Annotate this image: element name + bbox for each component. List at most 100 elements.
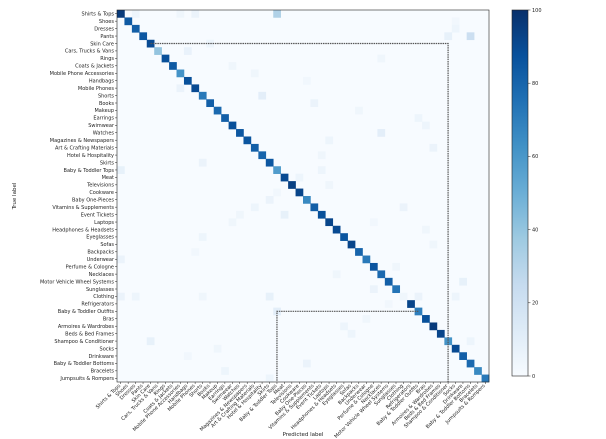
heatmap-cell: [198, 233, 207, 241]
y-tick-label: Headphones & Headsets: [52, 227, 114, 233]
heatmap-cell: [451, 17, 460, 26]
heatmap-cell: [139, 32, 148, 41]
heatmap-cell: [332, 225, 341, 234]
heatmap-cell: [117, 255, 125, 264]
heatmap-cell: [325, 136, 334, 145]
heatmap-cell: [347, 240, 356, 249]
y-tick-label: Drinkware: [88, 354, 114, 360]
y-tick-label: Shampoo & Conditioner: [54, 339, 115, 345]
heatmap-cell: [399, 203, 408, 212]
y-tick-label: Jumpsuits & Rompers: [59, 376, 114, 382]
heatmap-cell: [176, 10, 185, 18]
heatmap-cell: [347, 329, 356, 338]
heatmap-cell: [228, 121, 237, 130]
y-tick-label: Event Tickets: [81, 212, 115, 218]
heatmap-cell: [451, 344, 460, 353]
heatmap-cell: [288, 181, 296, 189]
heatmap-cell: [414, 307, 423, 316]
heatmap-cell: [183, 76, 192, 85]
heatmap-cell: [228, 218, 237, 227]
heatmap-cell: [117, 166, 125, 174]
y-tick-label: Mobile Phones: [78, 86, 114, 92]
y-tick-label: Baby & Toddler Bottoms: [54, 361, 115, 367]
heatmap-cell: [236, 210, 244, 219]
y-tick-label: Perfume & Cologne: [66, 264, 114, 270]
colorbar-ticks: 0 20 40 60 80 100: [528, 8, 542, 380]
heatmap-cell: [384, 300, 393, 308]
y-tick-label: Sofas: [100, 242, 114, 248]
heatmap-cell: [459, 352, 467, 360]
heatmap-cell: [384, 277, 393, 286]
y-tick-label: Magazines & Newspapers: [50, 138, 115, 144]
heatmap-cell: [392, 262, 401, 271]
heatmap-cell: [481, 374, 490, 383]
highlight-line: [150, 42, 449, 382]
heatmap-cell: [221, 367, 229, 375]
heatmap-cell: [466, 337, 475, 346]
colorbar-tick-label: 100: [532, 8, 542, 14]
heatmap-cell: [317, 166, 326, 174]
y-tick-label: Sunglasses: [86, 287, 114, 293]
y-tick-label: Backpacks: [87, 250, 114, 256]
heatmap-cell: [206, 39, 215, 48]
y-tick-label: Mobile Phone Accessories: [50, 71, 115, 77]
y-tick-label: Pants: [100, 34, 114, 40]
y-tick-label: Meat: [102, 175, 114, 181]
heatmap-cell: [250, 69, 259, 78]
heatmap-cell: [429, 322, 438, 331]
y-tick-label: Underwear: [87, 257, 115, 263]
heatmap-cell: [265, 196, 274, 204]
heatmap-cell: [265, 292, 274, 301]
heatmap-cell: [377, 129, 386, 137]
y-tick-label: Cookware: [89, 190, 114, 196]
y-tick-label: Coats & Jackets: [75, 64, 114, 70]
heatmap-cell: [325, 181, 334, 189]
y-tick-label: Skin Care: [90, 41, 114, 47]
y-tick-label: Art & Crafting Materials: [55, 145, 114, 151]
heatmap-cell: [444, 32, 453, 41]
heatmap-cell: [183, 47, 192, 55]
heatmap-cell: [117, 10, 125, 18]
heatmap-cell: [399, 292, 408, 301]
y-tick-label: Socks: [100, 346, 115, 352]
y-tick-label: Eyeglasses: [86, 235, 114, 241]
y-tick-label: Beds & Bed Frames: [65, 331, 114, 337]
y-tick-label: Handbags: [89, 78, 115, 84]
heatmap-cell: [317, 210, 326, 219]
heatmap-cell: [407, 300, 415, 308]
colorbar-tick-label: 20: [532, 301, 538, 307]
y-tick-label: Laptops: [94, 220, 114, 226]
y-tick-label: Bracelets: [91, 369, 115, 375]
y-tick-label: Vitamins & Supplements: [52, 205, 114, 211]
heatmap-cell: [303, 76, 311, 85]
heatmap-cell: [191, 84, 200, 93]
y-tick-label: Shorts: [98, 93, 114, 99]
heatmap-cell: [340, 233, 348, 241]
y-tick-label: Clothing: [93, 294, 114, 300]
heatmap-cell: [131, 292, 140, 301]
heatmap-cell: [124, 17, 133, 26]
heatmap-cell: [392, 285, 401, 294]
heatmap-cell: [265, 158, 274, 167]
heatmap-cell: [295, 173, 304, 182]
heatmap-cell: [183, 352, 192, 360]
heatmap-cell: [362, 315, 371, 323]
heatmap-cell: [303, 196, 311, 204]
heatmap-cell: [303, 359, 311, 368]
heatmap-cell: [429, 240, 438, 249]
heatmap-cell: [369, 218, 378, 227]
heatmap-cell: [280, 210, 289, 219]
heatmap-cell: [250, 143, 259, 152]
x-axis-title: Predicted label: [283, 432, 324, 438]
heatmap-cell: [377, 54, 386, 63]
y-tick-label: Televisions: [86, 183, 114, 189]
heatmap-cell: [131, 24, 140, 33]
y-tick-label: Motor Vehicle Wheel Systems: [40, 279, 114, 285]
heatmap-cell: [228, 62, 237, 70]
heatmap-cell: [280, 173, 289, 182]
heatmap-cell: [369, 285, 378, 294]
heatmap-cell: [236, 129, 244, 137]
heatmap-cell: [273, 188, 281, 197]
